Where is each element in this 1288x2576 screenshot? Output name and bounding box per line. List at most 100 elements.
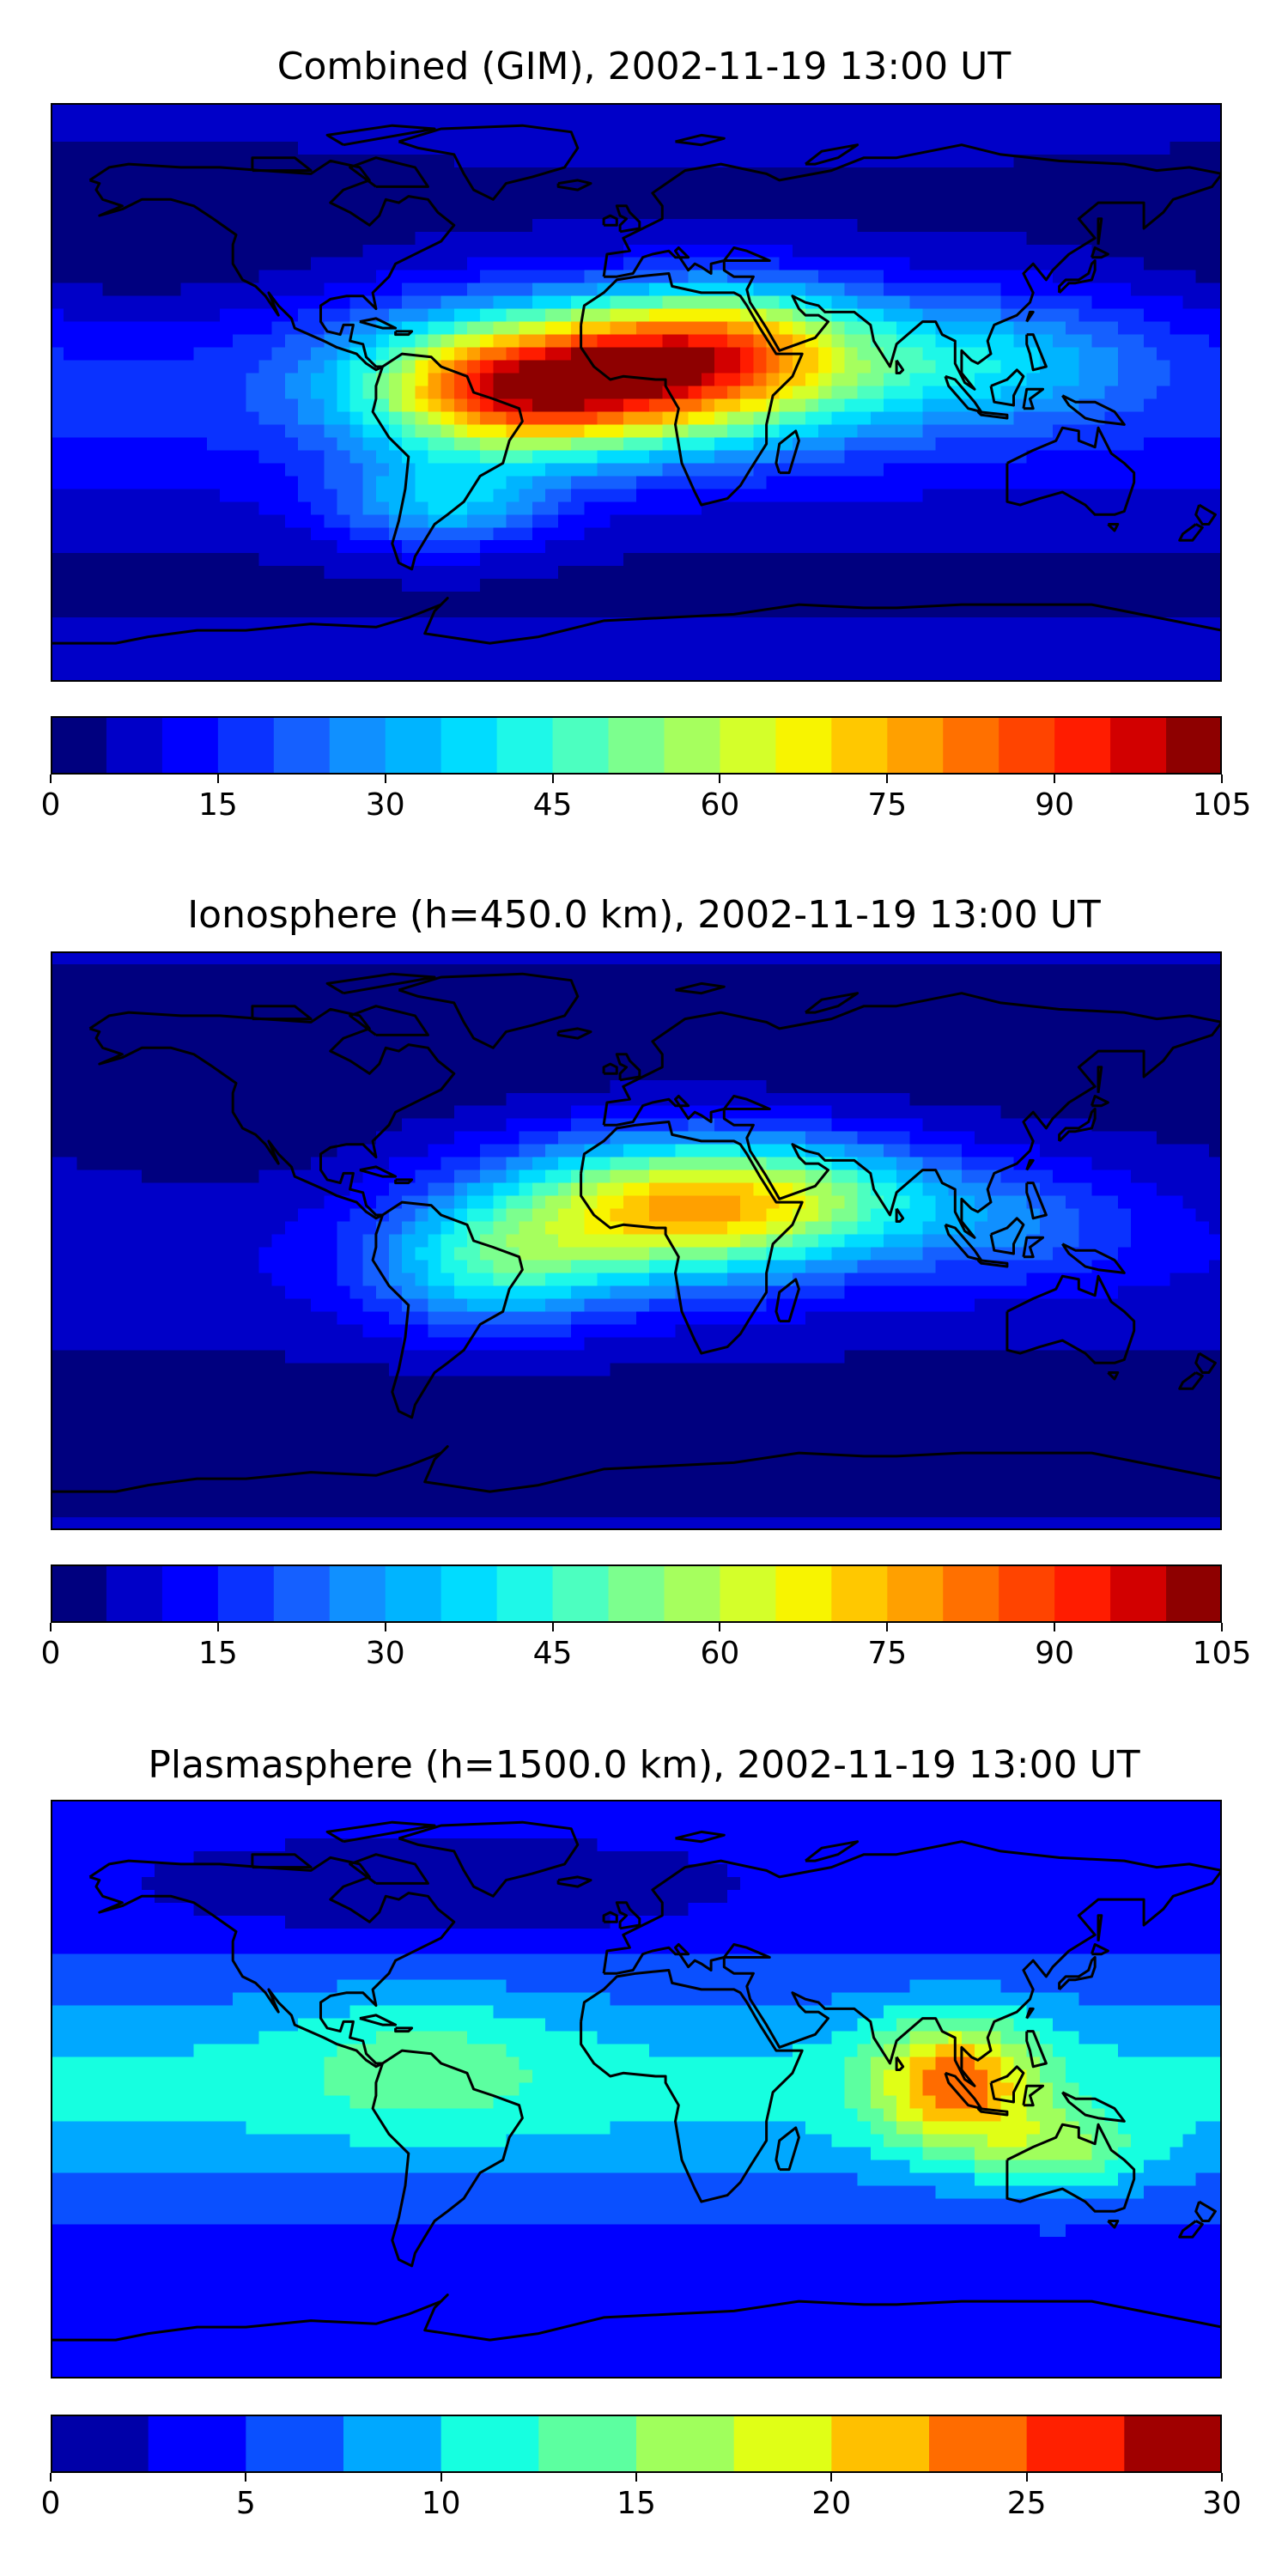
field-cell [805, 218, 819, 233]
field-cell [740, 334, 754, 349]
field-cell [532, 643, 546, 657]
field-cell [206, 476, 221, 489]
field-cell [779, 501, 793, 515]
field-cell [337, 476, 351, 489]
field-cell [506, 128, 520, 143]
field-cell [883, 373, 897, 387]
field-cell [779, 527, 793, 541]
field-cell [753, 205, 768, 220]
field-cell [128, 514, 143, 528]
field-cell [311, 566, 325, 580]
field-cell [987, 656, 1001, 670]
field-cell [844, 553, 859, 567]
field-cell [857, 398, 872, 413]
field-cell [362, 501, 377, 515]
field-cell [753, 643, 768, 657]
field-cell [662, 989, 677, 1004]
field-cell [544, 411, 559, 426]
field-cell [1091, 579, 1106, 592]
field-cell [870, 566, 884, 580]
field-cell [975, 154, 988, 168]
field-cell [506, 566, 520, 580]
field-cell [701, 656, 715, 670]
field-cell [220, 128, 234, 143]
field-cell [1000, 257, 1015, 271]
field-cell [480, 989, 494, 1004]
field-cell [935, 154, 950, 168]
field-cell [922, 1002, 937, 1017]
field-cell [311, 386, 325, 400]
field-cell [1170, 437, 1184, 451]
field-cell [233, 218, 246, 233]
field-cell [193, 295, 208, 310]
field-cell [466, 270, 481, 284]
field-cell [870, 540, 884, 554]
field-cell [167, 1002, 182, 1017]
field-cell [701, 963, 715, 978]
field-cell [155, 630, 168, 644]
field-cell [831, 398, 846, 413]
field-cell [688, 540, 702, 554]
field-cell [440, 347, 455, 361]
field-cell [1026, 424, 1041, 439]
field-cell [844, 489, 859, 502]
field-cell [727, 308, 741, 323]
field-cell [193, 656, 208, 670]
field-cell [961, 514, 975, 528]
field-cell [155, 579, 168, 592]
field-cell [532, 192, 546, 207]
field-cell [662, 218, 677, 233]
field-cell [258, 501, 273, 515]
field-cell [115, 398, 130, 413]
field-cell [1104, 257, 1119, 271]
field-cell [311, 605, 325, 618]
field-cell [909, 553, 924, 567]
field-cell [167, 321, 182, 336]
field-cell [115, 411, 130, 426]
field-cell [102, 334, 117, 349]
field-cell [102, 179, 117, 194]
field-cell [961, 179, 975, 194]
field-cell [792, 976, 806, 991]
coastline-tasmania [1107, 523, 1120, 532]
field-cell [883, 553, 897, 567]
field-cell [870, 321, 884, 336]
field-cell [76, 656, 91, 670]
field-cell [766, 141, 781, 155]
field-cell [1130, 450, 1145, 464]
field-cell [180, 463, 195, 477]
field-cell [1000, 643, 1015, 657]
field-cell [220, 205, 234, 220]
field-cell [623, 630, 637, 644]
field-cell [792, 115, 806, 130]
field-cell [142, 963, 155, 978]
field-cell [623, 347, 637, 361]
field-cell [1130, 128, 1145, 143]
field-cell [909, 167, 924, 181]
field-cell [167, 373, 182, 387]
field-cell [115, 501, 130, 515]
field-cell [233, 489, 246, 502]
field-cell [701, 1054, 715, 1068]
field-cell [714, 1028, 728, 1042]
field-cell [375, 989, 390, 1004]
field-cell [544, 592, 559, 605]
field-cell [453, 566, 468, 580]
field-cell [818, 192, 832, 207]
field-cell [883, 463, 897, 477]
field-cell [740, 398, 754, 413]
field-cell [1066, 514, 1079, 528]
field-cell [727, 1066, 741, 1081]
field-cell [428, 437, 442, 451]
field-cell [544, 283, 559, 297]
field-cell [792, 656, 806, 670]
field-cell [1000, 360, 1015, 374]
field-cell [1208, 463, 1222, 477]
field-cell [1052, 115, 1066, 130]
field-cell [857, 141, 872, 155]
field-cell [975, 617, 988, 631]
field-cell [610, 963, 624, 978]
field-cell [883, 179, 897, 194]
field-cell [597, 115, 611, 130]
field-cell [102, 450, 117, 464]
